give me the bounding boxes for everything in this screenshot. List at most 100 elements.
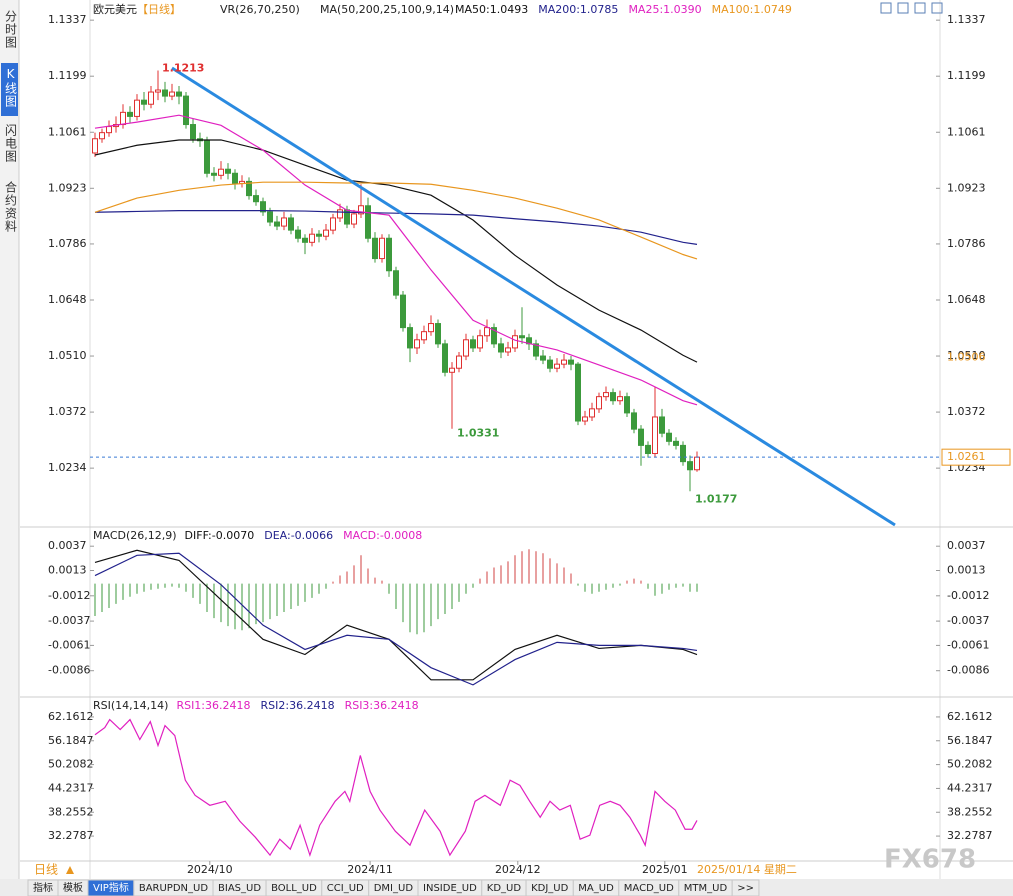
candle-body [617, 396, 623, 402]
y-tick-label: 1.0923 [947, 181, 986, 194]
y-tick-label: 56.1847 [48, 734, 94, 747]
candle-body [442, 343, 448, 373]
sidebar-tab-label[interactable]: 分时图 [4, 10, 18, 49]
candle-body [148, 91, 154, 105]
candle-body [225, 168, 231, 174]
candle-body [484, 327, 490, 337]
candle-body [645, 444, 651, 455]
period-arrow[interactable] [66, 866, 74, 874]
macd-title: MACD(26,12,9) [93, 529, 177, 542]
tab-label[interactable]: DMI_UD [374, 883, 414, 894]
candle-body [211, 172, 217, 176]
candle-body [302, 237, 308, 243]
tab-label[interactable]: BOLL_UD [271, 883, 317, 894]
y-tick-label: 1.0510 [947, 349, 986, 362]
y-tick-label: 0.0037 [947, 539, 986, 552]
candle-body [190, 124, 196, 140]
chart-title: 欧元美元 [93, 3, 137, 16]
sidebar-tab-label[interactable]: 闪电图 [4, 124, 18, 163]
candle-body [505, 347, 511, 353]
tab-label[interactable]: INSIDE_UD [423, 883, 477, 894]
sidebar-tab[interactable] [1, 6, 18, 59]
candle-body [463, 339, 469, 357]
y-tick-label: -0.0086 [947, 664, 989, 677]
candle-body [155, 89, 161, 93]
sidebar-tab-label[interactable]: 合约资料 [4, 180, 18, 233]
tab-label[interactable]: 模板 [63, 881, 83, 894]
trend-line [171, 66, 896, 527]
tab-label[interactable]: CCI_UD [327, 883, 364, 894]
candle-body [582, 416, 588, 422]
series-line [94, 114, 698, 406]
tab-label[interactable]: BARUPDN_UD [139, 883, 208, 894]
period-tab[interactable]: 日线 [34, 863, 58, 877]
candle-body [435, 323, 441, 345]
candle-body [330, 217, 336, 231]
tool-icon[interactable] [880, 2, 892, 14]
tool-icon[interactable] [914, 2, 926, 14]
candle-body [610, 392, 616, 402]
tab-label[interactable]: VIP指标 [93, 881, 129, 894]
tab-label[interactable]: KD_UD [487, 883, 522, 894]
tabs: 指标 模板 VIP指标 BARUPDN_UD BIAS_UD BOLL_UD CCI_UD D… [27, 879, 760, 896]
candle-body [323, 229, 329, 237]
tab-label[interactable]: MA_UD [578, 883, 614, 894]
candle-body [253, 195, 259, 203]
tab-label[interactable]: 指标 [33, 881, 53, 894]
candle-body [218, 168, 224, 176]
candle-body [421, 331, 427, 341]
y-tick-label: -0.0037 [48, 614, 90, 627]
period-label: 【日线】 [137, 2, 181, 16]
candle-body [687, 461, 693, 471]
series-line [94, 552, 698, 686]
sidebar-tab[interactable] [1, 63, 18, 116]
y-tick-label: 1.0648 [48, 293, 87, 306]
candle-body [498, 343, 504, 353]
tab[interactable] [731, 879, 760, 896]
legend-entry: MACD:-0.0008 [343, 529, 422, 542]
y-tick-label: 50.2082 [48, 758, 94, 771]
y-tick-label: 1.0648 [947, 293, 986, 306]
candle-body [673, 440, 679, 446]
legend-entry: DIFF:-0.0070 [185, 529, 255, 542]
candle-body [680, 444, 686, 463]
y-tick-label: 56.1847 [947, 734, 993, 747]
candle-body [169, 91, 175, 97]
candle-body [365, 205, 371, 239]
tab-label[interactable]: BIAS_UD [218, 883, 261, 894]
sidebar-tab[interactable] [1, 177, 18, 245]
candle-body [477, 335, 483, 349]
tab-label[interactable]: MTM_UD [684, 883, 728, 894]
candle-body [533, 343, 539, 357]
current-date: 2025/01/14 星期二 [697, 863, 797, 876]
y-tick-label: 32.2787 [48, 829, 94, 842]
tab-label[interactable]: MACD_UD [624, 883, 674, 894]
sidebar-tab[interactable] [1, 120, 18, 173]
candle-body [449, 367, 455, 373]
low-label: 1.0331 [457, 427, 499, 440]
y-tick-label: 1.1199 [947, 69, 986, 82]
y-tick-label: 1.0234 [48, 461, 87, 474]
candle-body [666, 432, 672, 442]
x-tick-label: 2025/01 [642, 863, 688, 876]
sidebar-tab-label[interactable]: K线图 [4, 67, 18, 108]
y-tick-label: 1.1337 [48, 13, 87, 26]
y-tick-label: -0.0012 [48, 589, 90, 602]
candle-body [274, 221, 280, 227]
y-tick-label: 38.2552 [947, 805, 993, 818]
tool-icon[interactable] [897, 2, 909, 14]
tool-icon[interactable] [931, 2, 943, 14]
tab-label[interactable]: KDJ_UD [531, 883, 569, 894]
y-tick-label: 50.2082 [947, 758, 993, 771]
candle-body [540, 355, 546, 361]
candle-body [372, 237, 378, 260]
candle-body [428, 323, 434, 333]
legend-entry: MA100:1.0749 [712, 3, 792, 16]
y-tick-label: 1.0372 [947, 405, 986, 418]
y-tick-label: 38.2552 [48, 805, 94, 818]
tab-label[interactable]: >> [737, 883, 754, 894]
y-tick-label: 1.0786 [947, 237, 986, 250]
legend-entry: DEA:-0.0066 [264, 529, 333, 542]
x-tick-label: 2024/12 [495, 863, 541, 876]
